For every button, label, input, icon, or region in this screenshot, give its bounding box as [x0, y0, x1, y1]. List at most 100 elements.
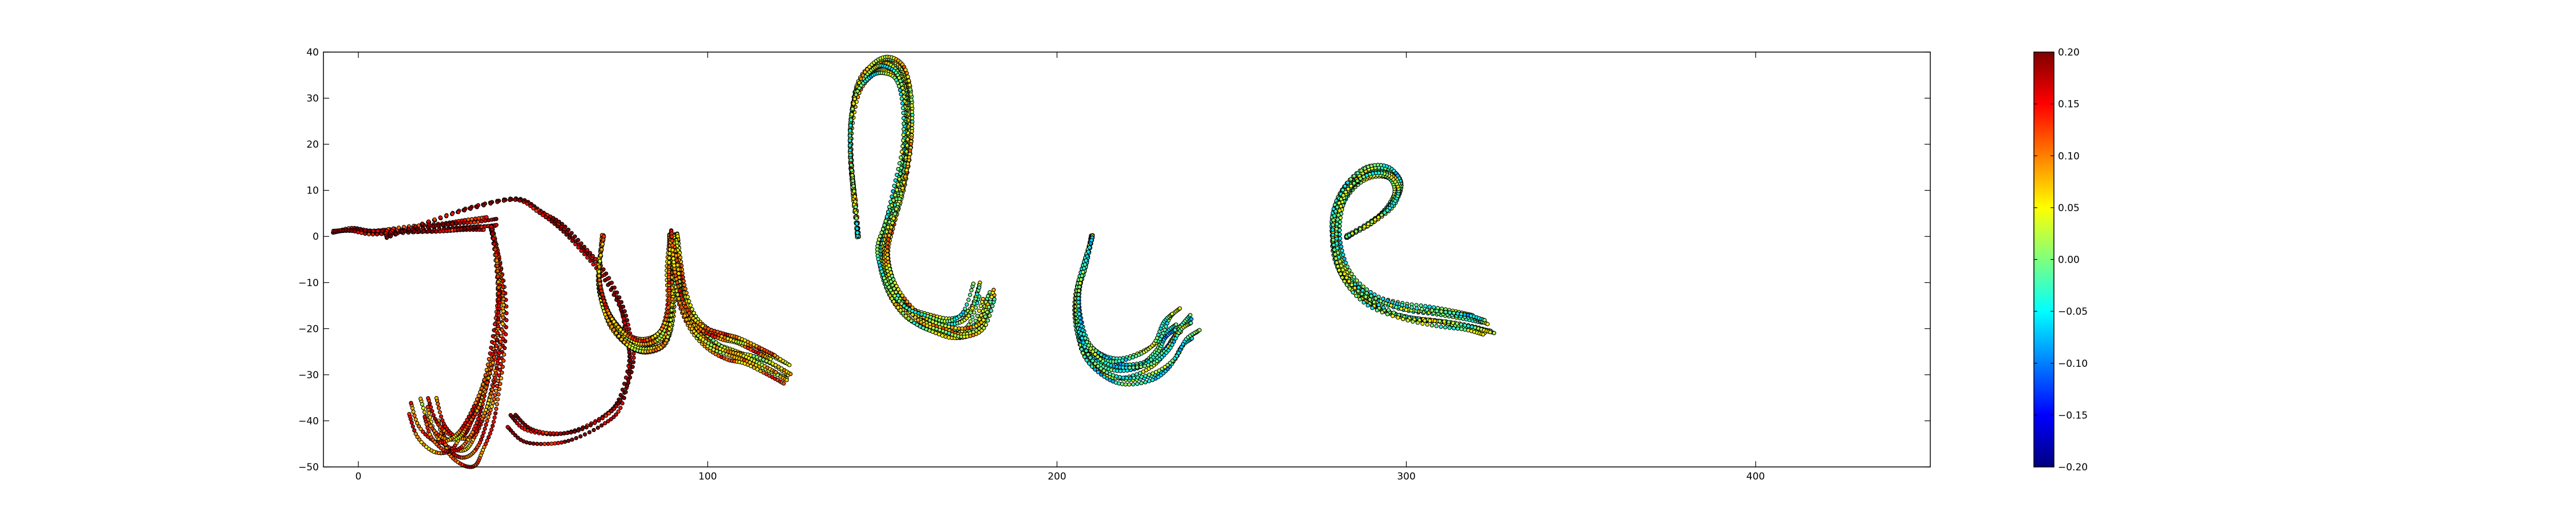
data-point: [564, 232, 569, 237]
data-point: [599, 423, 604, 428]
data-point: [909, 135, 914, 140]
data-point: [611, 292, 616, 297]
data-point: [465, 220, 470, 225]
data-point: [895, 172, 899, 177]
data-point: [413, 224, 418, 229]
data-point: [552, 221, 557, 226]
data-point: [517, 198, 522, 203]
data-point: [389, 233, 393, 238]
data-point: [1162, 327, 1167, 332]
data-point: [568, 430, 574, 435]
data-point: [482, 378, 487, 382]
data-point: [1091, 358, 1095, 363]
data-point: [1077, 311, 1081, 316]
data-point: [479, 219, 484, 224]
data-point: [526, 425, 530, 429]
data-point: [892, 212, 897, 216]
data-point: [355, 230, 361, 235]
data-point: [411, 409, 416, 414]
data-point: [582, 252, 587, 256]
data-point: [598, 259, 602, 264]
data-point: [612, 406, 617, 411]
data-point: [898, 155, 903, 160]
data-point: [521, 200, 526, 204]
data-point: [413, 417, 418, 422]
data-point: [630, 365, 635, 369]
data-point: [501, 358, 506, 363]
data-point: [672, 267, 677, 271]
data-point: [614, 331, 619, 335]
data-point: [422, 410, 427, 414]
data-point: [554, 217, 559, 222]
data-point: [847, 138, 852, 143]
data-point: [520, 425, 524, 430]
data-point: [485, 362, 490, 367]
data-point: [671, 260, 676, 264]
data-point: [664, 338, 669, 343]
data-point: [910, 109, 914, 114]
data-point: [528, 441, 532, 446]
data-point: [1083, 336, 1088, 340]
data-point: [909, 97, 914, 102]
data-point: [667, 256, 671, 260]
data-point: [406, 227, 411, 231]
data-point: [496, 297, 501, 302]
data-point: [493, 389, 499, 393]
data-point: [591, 262, 596, 267]
data-point: [673, 273, 678, 278]
data-point: [620, 387, 625, 392]
data-point: [886, 260, 891, 264]
data-point: [366, 232, 372, 236]
data-point: [886, 241, 890, 245]
data-point: [855, 231, 860, 235]
data-point: [501, 315, 505, 320]
data-point: [631, 360, 636, 365]
data-point: [496, 291, 501, 296]
data-point: [483, 224, 488, 229]
data-point: [496, 356, 501, 360]
data-point: [903, 174, 908, 179]
data-point: [1127, 382, 1132, 387]
data-point: [409, 421, 414, 425]
data-point: [1117, 375, 1122, 379]
data-point: [1082, 262, 1088, 267]
data-point: [1082, 266, 1086, 271]
data-point: [413, 431, 418, 436]
data-point: [531, 441, 536, 446]
data-point: [476, 220, 480, 224]
data-point: [991, 287, 996, 292]
data-point: [489, 366, 494, 370]
data-point: [891, 277, 896, 282]
data-point: [899, 149, 904, 154]
data-point: [620, 312, 625, 316]
data-point: [473, 401, 478, 405]
data-point: [885, 248, 890, 253]
data-point: [673, 270, 677, 275]
data-point: [908, 87, 912, 92]
data-point: [513, 413, 518, 417]
data-point: [628, 362, 633, 367]
data-point: [855, 226, 859, 231]
data-point: [463, 226, 467, 231]
data-point: [596, 269, 602, 274]
data-point: [1084, 348, 1089, 353]
data-point: [977, 308, 982, 313]
data-point: [967, 292, 973, 297]
data-point: [1120, 358, 1125, 363]
data-point: [558, 431, 563, 436]
data-point: [470, 407, 475, 412]
data-point: [496, 324, 500, 328]
data-point: [678, 292, 683, 297]
data-point: [475, 420, 479, 425]
data-point: [481, 430, 486, 435]
data-point: [475, 397, 480, 402]
data-point: [491, 383, 496, 389]
data-point: [631, 351, 636, 356]
data-point: [667, 296, 671, 301]
data-point: [614, 412, 618, 417]
data-point: [497, 350, 502, 355]
data-point: [1147, 373, 1152, 377]
data-point: [496, 280, 501, 284]
data-point: [572, 429, 577, 434]
data-point: [495, 263, 500, 268]
